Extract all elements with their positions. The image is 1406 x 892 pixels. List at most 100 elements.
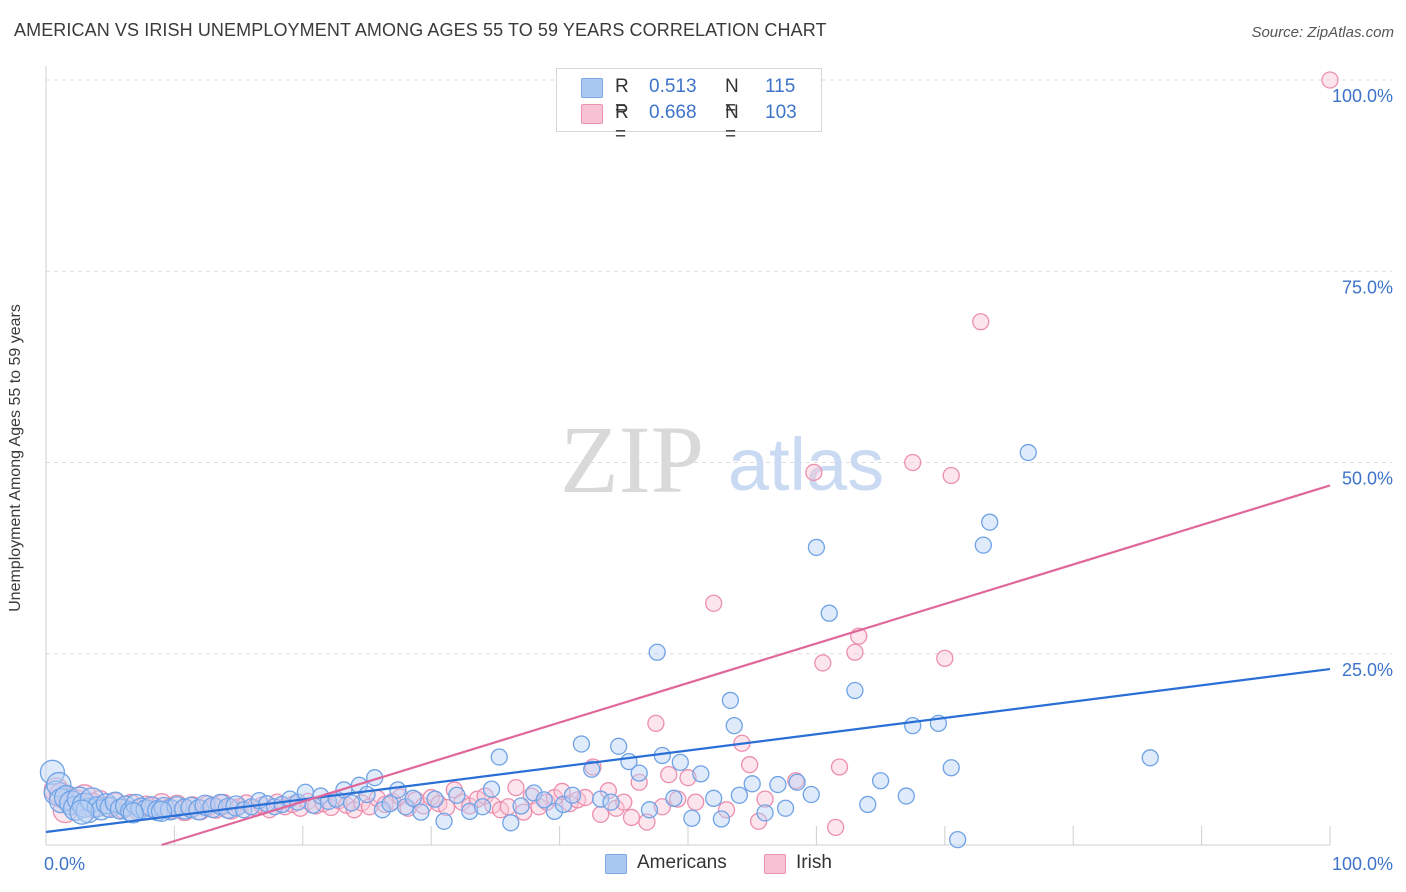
data-point-americans xyxy=(39,759,66,785)
legend-n-value: 115 xyxy=(765,76,796,97)
data-point-americans xyxy=(683,809,701,827)
data-point-americans xyxy=(602,793,620,811)
data-point-irish xyxy=(805,463,823,482)
chart-title: AMERICAN VS IRISH UNEMPLOYMENT AMONG AGE… xyxy=(14,20,827,40)
data-point-americans xyxy=(502,814,520,832)
data-point-irish xyxy=(1321,71,1339,89)
trendline-irish xyxy=(161,484,1331,847)
data-point-americans xyxy=(904,717,922,735)
data-point-irish xyxy=(756,790,774,808)
legend-r-value: 0.513 xyxy=(649,76,697,97)
data-point-americans xyxy=(981,513,999,531)
legend-r-value: 0.668 xyxy=(649,102,697,123)
data-point-americans xyxy=(435,812,453,830)
data-point-americans xyxy=(473,798,492,816)
data-point-irish xyxy=(553,782,571,801)
trendlines xyxy=(45,484,1331,847)
data-point-americans xyxy=(871,772,890,790)
legend-swatch-irish xyxy=(581,104,603,124)
data-point-irish xyxy=(830,758,849,776)
data-point-americans xyxy=(592,790,610,808)
data-point-americans xyxy=(743,775,761,793)
data-point-americans xyxy=(897,787,915,805)
data-point-irish xyxy=(630,773,648,791)
data-point-americans xyxy=(776,799,795,817)
data-point-americans xyxy=(721,691,740,710)
data-point-americans xyxy=(525,784,543,802)
data-point-irish xyxy=(622,808,641,827)
legend-swatch-americans xyxy=(581,78,603,98)
data-point-americans xyxy=(563,786,582,804)
data-point-americans xyxy=(712,810,731,828)
data-point-americans xyxy=(554,795,573,814)
data-point-americans xyxy=(490,748,508,766)
data-point-irish xyxy=(437,798,456,817)
data-point-americans xyxy=(448,786,466,804)
data-point-americans xyxy=(404,789,422,807)
gridlines xyxy=(46,79,1392,655)
legend-n-label: N = xyxy=(725,76,739,119)
legend-r-label: R = xyxy=(615,102,629,145)
data-point-irish xyxy=(972,313,990,331)
data-point-americans xyxy=(1019,443,1037,462)
data-point-irish xyxy=(653,798,671,816)
data-point-irish xyxy=(615,793,633,811)
y-tick-label: 25.0% xyxy=(1342,660,1393,680)
data-point-americans xyxy=(730,786,749,804)
data-point-americans xyxy=(725,717,743,735)
data-point-americans xyxy=(69,799,95,825)
data-point-irish xyxy=(687,793,705,811)
data-point-americans xyxy=(1141,749,1159,767)
data-point-irish xyxy=(936,649,954,667)
data-point-americans xyxy=(846,681,864,700)
data-point-americans xyxy=(788,773,806,791)
data-point-americans xyxy=(482,780,501,798)
tick-labels: 25.0% 50.0% 75.0% 100.0% 0.0% 100.0% xyxy=(44,86,1393,874)
data-point-americans xyxy=(342,794,361,812)
series-legend-swatch-irish xyxy=(764,854,786,874)
watermark: ZIP atlas xyxy=(560,406,884,513)
watermark-zip: ZIP xyxy=(560,406,704,513)
data-point-irish xyxy=(507,778,525,797)
data-point-americans xyxy=(820,604,838,622)
series-legend-label-americans: Americans xyxy=(637,852,727,873)
data-point-irish xyxy=(592,805,610,824)
source-note: Source: ZipAtlas.com xyxy=(1251,24,1394,41)
data-point-irish xyxy=(660,765,678,784)
data-point-americans xyxy=(426,790,444,808)
data-point-irish xyxy=(814,654,832,672)
data-point-americans xyxy=(412,803,430,821)
data-point-americans xyxy=(535,791,553,809)
y-tick-label: 50.0% xyxy=(1342,469,1393,489)
data-point-americans xyxy=(807,538,826,557)
legend: R = 0.513 N = 115 R = 0.668 N = 103 xyxy=(556,68,822,145)
legend-n-value: 103 xyxy=(765,102,797,123)
series-legend-swatch-americans xyxy=(605,854,627,874)
data-point-irish xyxy=(679,769,697,787)
data-point-americans xyxy=(583,760,601,778)
data-point-americans xyxy=(389,781,407,799)
data-point-americans xyxy=(948,830,967,849)
data-point-americans xyxy=(648,643,666,661)
trendline-americans xyxy=(45,667,1331,834)
data-point-americans xyxy=(769,775,787,794)
data-point-americans xyxy=(671,753,689,772)
data-point-americans xyxy=(512,797,530,815)
data-point-americans xyxy=(630,764,648,782)
y-tick-label: 100.0% xyxy=(1332,86,1393,106)
data-point-americans xyxy=(692,765,710,783)
series-legend-label-irish: Irish xyxy=(796,852,832,873)
data-point-irish xyxy=(827,818,845,837)
data-point-americans xyxy=(705,789,723,807)
data-point-americans xyxy=(122,802,144,824)
data-point-americans xyxy=(802,785,820,804)
watermark-atlas: atlas xyxy=(728,423,884,506)
data-point-irish xyxy=(846,643,864,661)
legend-r-label: R = xyxy=(615,76,629,119)
data-point-irish xyxy=(942,466,960,485)
data-point-irish xyxy=(740,756,759,774)
data-point-americans xyxy=(545,802,564,820)
data-point-irish xyxy=(647,714,665,733)
series-legend: Americans Irish xyxy=(0,852,1406,876)
